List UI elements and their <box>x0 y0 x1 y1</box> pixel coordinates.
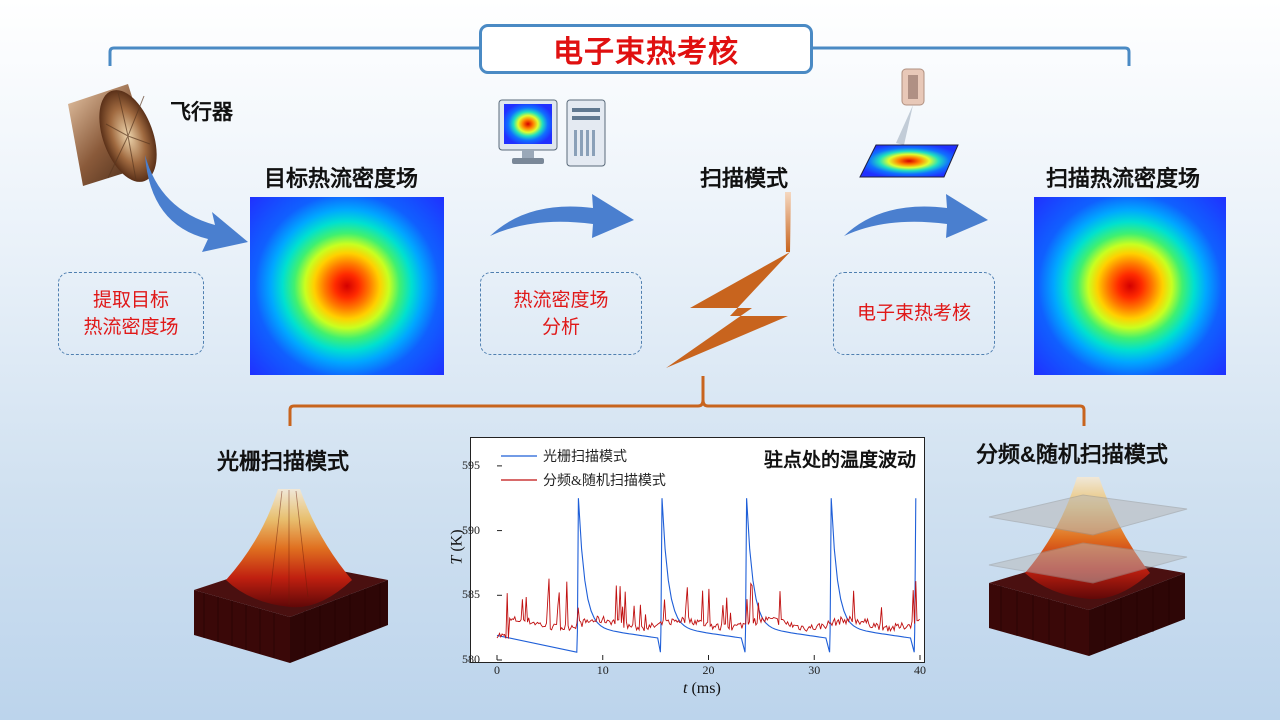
y-tick-label-1: 585 <box>462 587 480 602</box>
x-tick-label-3: 30 <box>808 663 821 677</box>
step3-text: 电子束热考核 <box>856 303 971 324</box>
step1-line1: 提取目标 <box>92 289 169 311</box>
scan-mode-label: 扫描模式 <box>700 166 789 191</box>
legend-freq-random-label: 分频&随机扫描模式 <box>543 473 666 489</box>
step1-line2: 热流密度场 <box>83 316 179 338</box>
step2-line2: 分析 <box>541 316 580 338</box>
computer-icon <box>498 99 606 167</box>
x-tick-label-4: 40 <box>914 663 926 677</box>
y-tick-label-2: 590 <box>462 522 480 537</box>
raster-scan-3d-plot <box>194 489 388 663</box>
chart-xtick-labels: 0 10 20 30 40 <box>0 663 1280 683</box>
freq-random-scan-3d-plot <box>988 477 1188 656</box>
series-freq-random-line <box>496 578 920 639</box>
y-tick-label-0: 580 <box>462 652 480 666</box>
x-tick-label-1: 10 <box>596 663 609 677</box>
electron-gun-icon <box>859 68 959 178</box>
step-extract-target: 提取目标 热流密度场 <box>58 272 204 355</box>
series-raster-line <box>496 498 917 653</box>
legend-raster-label: 光栅扫描模式 <box>543 449 627 465</box>
target-heat-flux-map <box>250 197 444 375</box>
curved-arrow-right-icon <box>490 194 634 238</box>
x-tick-label-2: 20 <box>702 663 715 677</box>
electron-beam-bolt-icon <box>666 192 791 368</box>
y-tick-label-3: 595 <box>462 457 480 472</box>
chart-title: 驻点处的温度波动 <box>764 448 916 471</box>
curved-arrow-right-icon-2 <box>844 194 988 238</box>
scan-field-label: 扫描热流密度场 <box>1046 166 1201 191</box>
aircraft-icon <box>68 84 157 186</box>
step-electron-beam-test: 电子束热考核 <box>833 272 995 355</box>
aircraft-label: 飞行器 <box>170 101 233 124</box>
page-title: 电子束热考核 <box>479 24 813 74</box>
temperature-chart: 光栅扫描模式分频&随机扫描模式 驻点处的温度波动 <box>470 437 925 663</box>
top-bracket <box>108 46 1131 66</box>
step2-line1: 热流密度场 <box>513 289 609 311</box>
target-field-label: 目标热流密度场 <box>264 166 419 191</box>
bottom-bracket <box>288 376 1086 426</box>
freq-random-scan-label: 分频&随机扫描模式 <box>976 442 1168 467</box>
scanned-heat-flux-map <box>1034 197 1226 375</box>
chart-ytick-labels: 580 585 590 595 <box>440 0 480 720</box>
curved-arrow-down-icon <box>145 155 248 252</box>
chart-xlabel: t (ms) <box>683 680 721 697</box>
x-tick-label-0: 0 <box>494 663 500 677</box>
step-heat-flux-analysis: 热流密度场 分析 <box>480 272 642 355</box>
raster-scan-label: 光栅扫描模式 <box>217 449 350 474</box>
